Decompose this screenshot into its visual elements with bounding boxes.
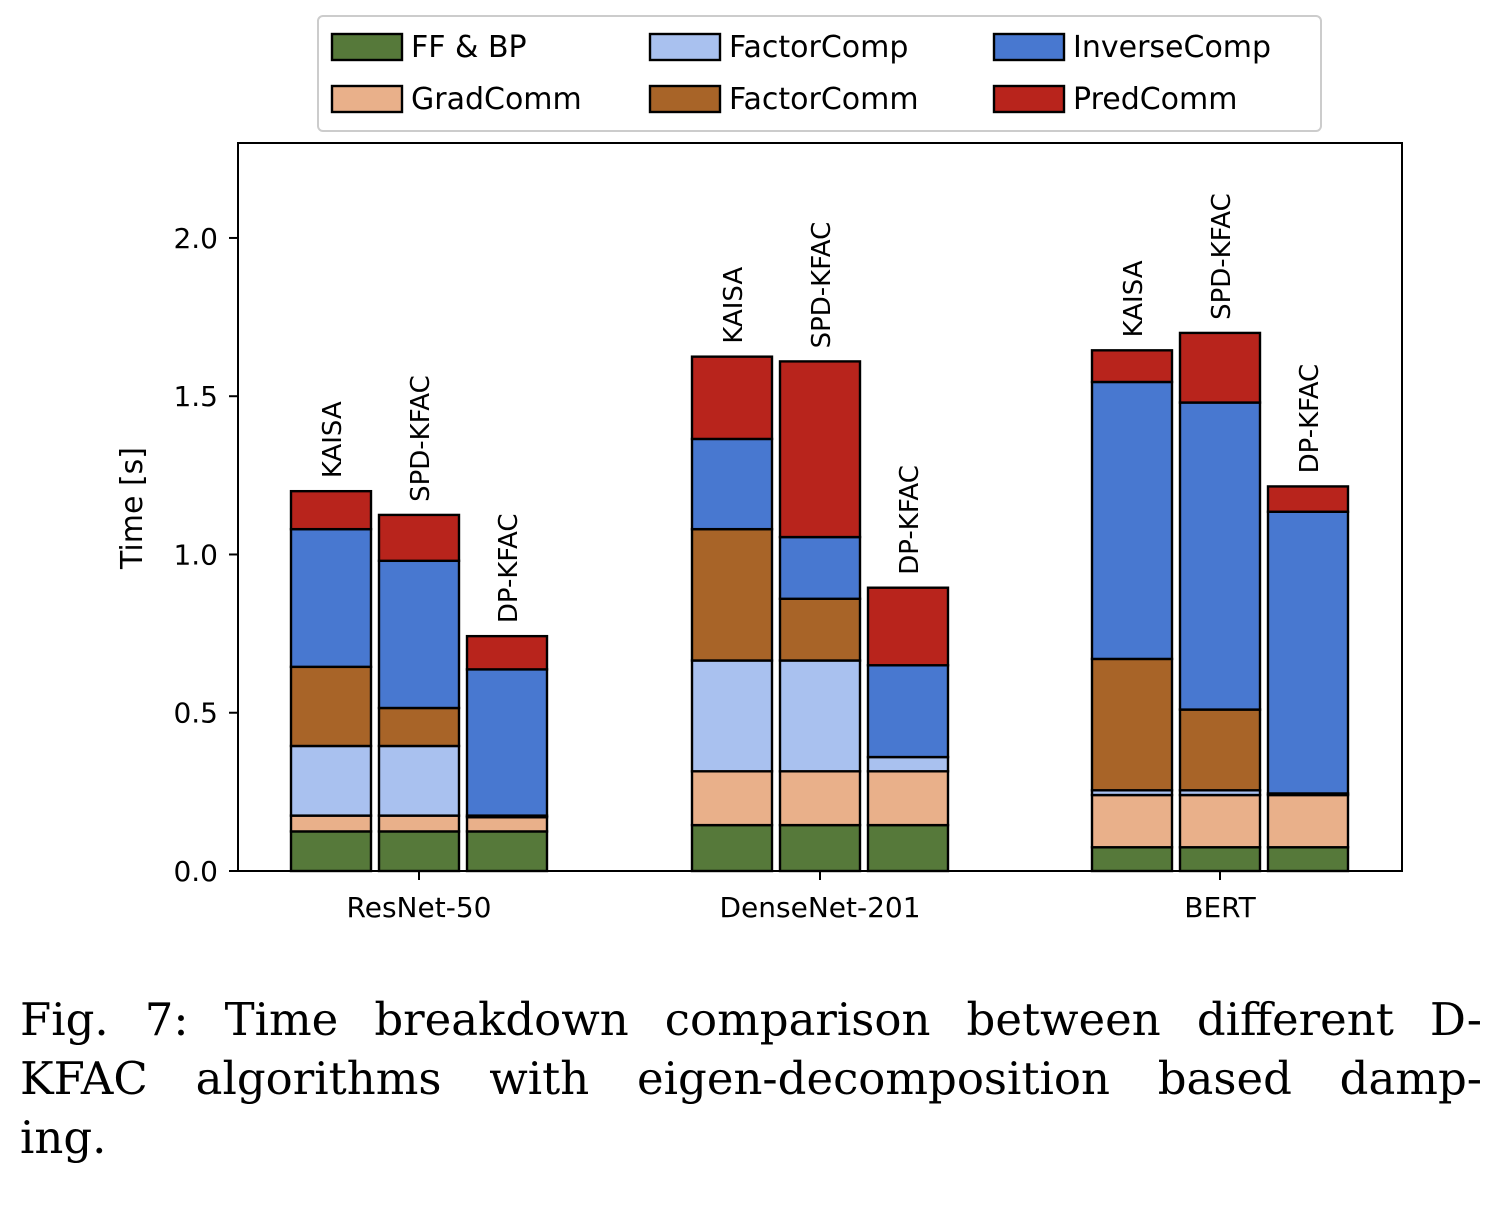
bar-densenet-201-spd-kfac-inversecomp [778, 535, 862, 600]
group-bert: KAISA SPD-KFAC DP-KFAC [1090, 193, 1350, 873]
bar-bert-dp-kfac-predcomm [1266, 485, 1350, 513]
legend-item-ff-and-bp: FF & BP [330, 30, 527, 65]
bar-bert-kaisa-ff-and-bp [1090, 846, 1174, 873]
legend-label: InverseComp [1073, 30, 1271, 65]
caption-line-3: ing. [20, 1111, 107, 1164]
group-resnet-50: KAISA SPD-KFAC DP-KFAC [289, 375, 549, 873]
y-tick-label: 0.5 [173, 697, 218, 730]
legend-swatch [648, 32, 722, 62]
bar-bert-spd-kfac-inversecomp [1178, 401, 1262, 711]
legend-swatch [992, 32, 1066, 62]
bar-label-bert-kaisa: KAISA [1119, 260, 1149, 337]
plot-area: KAISA SPD-KFAC DP-KFAC KAISA SPD-KFAC DP-KFAC… [289, 193, 1350, 873]
bar-label-resnet-50-kaisa: KAISA [318, 401, 348, 478]
bar-label-densenet-201-spd-kfac: SPD-KFAC [807, 222, 837, 349]
bar-resnet-50-kaisa-gradcomm [289, 814, 373, 833]
bar-densenet-201-spd-kfac-gradcomm [778, 770, 862, 827]
bar-densenet-201-dp-kfac-gradcomm [866, 770, 950, 827]
legend-label: FactorComm [729, 82, 919, 117]
bar-label-bert-spd-kfac: SPD-KFAC [1207, 193, 1237, 320]
bar-bert-spd-kfac-factorcomm [1178, 708, 1262, 792]
legend: FF & BP FactorComp InverseComp GradComm Fact… [317, 15, 1322, 132]
legend-swatch [330, 32, 404, 62]
bar-bert-kaisa-factorcomm [1090, 657, 1174, 792]
bar-resnet-50-dp-kfac-ff-and-bp [465, 830, 549, 873]
bar-densenet-201-dp-kfac-predcomm [866, 586, 950, 667]
bar-bert-spd-kfac-ff-and-bp [1178, 846, 1262, 873]
bar-resnet-50-kaisa-inversecomp [289, 527, 373, 669]
group-densenet-201: KAISA SPD-KFAC DP-KFAC [690, 222, 950, 873]
legend-swatch [330, 84, 404, 114]
bar-resnet-50-dp-kfac-gradcomm [465, 815, 549, 833]
legend-swatch [648, 84, 722, 114]
bar-densenet-201-dp-kfac-factorcomp [866, 755, 950, 773]
bar-densenet-201-kaisa-gradcomm [690, 770, 774, 827]
bar-resnet-50-spd-kfac-gradcomm [377, 814, 461, 833]
legend-item-factorcomp: FactorComp [648, 30, 908, 65]
bar-densenet-201-kaisa-inversecomp [690, 437, 774, 531]
bar-densenet-201-kaisa-factorcomm [690, 527, 774, 662]
bar-bert-dp-kfac-gradcomm [1266, 793, 1350, 849]
legend-item-predcomm: PredComm [992, 82, 1238, 117]
bar-resnet-50-spd-kfac-inversecomp [377, 559, 461, 710]
bar-bert-dp-kfac-ff-and-bp [1266, 846, 1350, 873]
legend-item-factorcomm: FactorComm [648, 82, 919, 117]
bar-densenet-201-spd-kfac-predcomm [778, 360, 862, 539]
bar-bert-spd-kfac-gradcomm [1178, 793, 1262, 849]
y-tick-label: 0.0 [173, 855, 218, 888]
x-tick-label-bert: BERT [1184, 891, 1256, 924]
bar-densenet-201-spd-kfac-factorcomm [778, 597, 862, 662]
legend-label: GradComm [411, 82, 582, 117]
bar-densenet-201-spd-kfac-factorcomp [778, 659, 862, 773]
y-tick-label: 2.0 [173, 222, 218, 255]
bar-resnet-50-kaisa-ff-and-bp [289, 830, 373, 873]
bar-densenet-201-kaisa-predcomm [690, 355, 774, 441]
bar-bert-spd-kfac-predcomm [1178, 331, 1262, 404]
legend-label: FF & BP [411, 30, 527, 65]
bar-label-bert-dp-kfac: DP-KFAC [1295, 364, 1325, 474]
bar-resnet-50-spd-kfac-factorcomm [377, 706, 461, 748]
bar-resnet-50-kaisa-predcomm [289, 489, 373, 531]
bar-densenet-201-kaisa-ff-and-bp [690, 823, 774, 873]
y-tick-label: 1.5 [173, 380, 218, 413]
bar-resnet-50-spd-kfac-ff-and-bp [377, 830, 461, 873]
legend-label: PredComm [1073, 82, 1238, 117]
bar-densenet-201-kaisa-factorcomp [690, 659, 774, 773]
x-tick-label-resnet-50: ResNet-50 [347, 891, 492, 924]
axes: 0.0 0.5 1.0 1.5 2.0 ResNet-50 DenseNet-201 BERT [173, 142, 1403, 924]
bar-bert-kaisa-inversecomp [1090, 380, 1174, 661]
x-tick-label-densenet-201: DenseNet-201 [719, 891, 920, 924]
bar-resnet-50-spd-kfac-factorcomp [377, 744, 461, 817]
bar-label-densenet-201-kaisa: KAISA [719, 267, 749, 344]
legend-frame [317, 15, 1322, 132]
caption-line-1: Fig. 7: Time breakdown comparison betwee… [20, 993, 1482, 1046]
bar-bert-kaisa-predcomm [1090, 349, 1174, 384]
legend-label: FactorComp [729, 30, 908, 65]
bar-bert-kaisa-gradcomm [1090, 793, 1174, 849]
bar-label-resnet-50-spd-kfac: SPD-KFAC [406, 375, 436, 502]
bar-label-densenet-201-dp-kfac: DP-KFAC [895, 465, 925, 575]
figure-caption: Fig. 7: Time breakdown comparison betwee… [20, 990, 1482, 1167]
bar-densenet-201-dp-kfac-ff-and-bp [866, 823, 950, 873]
bar-resnet-50-dp-kfac-inversecomp [465, 668, 549, 817]
caption-line-2: KFAC algorithms with eigen-decomposition… [20, 1052, 1482, 1105]
y-axis-label: Time [s] [115, 447, 150, 570]
bar-resnet-50-kaisa-factorcomp [289, 744, 373, 817]
bar-resnet-50-kaisa-factorcomm [289, 665, 373, 748]
bar-label-resnet-50-dp-kfac: DP-KFAC [494, 514, 524, 624]
bar-bert-dp-kfac-inversecomp [1266, 510, 1350, 795]
bar-densenet-201-spd-kfac-ff-and-bp [778, 823, 862, 873]
bar-resnet-50-spd-kfac-predcomm [377, 513, 461, 563]
legend-item-gradcomm: GradComm [330, 82, 582, 117]
stacked-bar-chart: FF & BP FactorComp InverseComp GradComm Fact… [115, 15, 1403, 924]
bar-resnet-50-dp-kfac-predcomm [465, 634, 549, 671]
legend-item-inversecomp: InverseComp [992, 30, 1271, 65]
legend-swatch [992, 84, 1066, 114]
y-tick-label: 1.0 [173, 538, 218, 571]
bar-densenet-201-dp-kfac-inversecomp [866, 664, 950, 759]
